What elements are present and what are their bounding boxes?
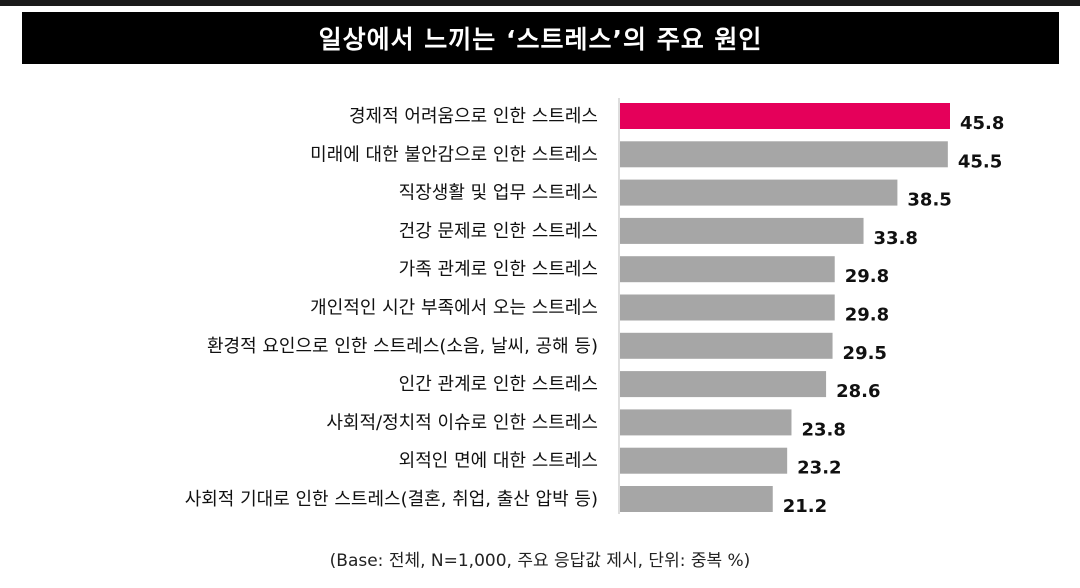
bar (620, 217, 864, 244)
bar (620, 256, 835, 283)
value-label: 45.5 (958, 151, 1002, 172)
bar (620, 103, 950, 129)
bar (620, 179, 898, 206)
category-label: 미래에 대한 불안감으로 인한 스트레스 (310, 144, 598, 165)
value-label: 29.8 (845, 266, 889, 287)
bar (620, 371, 827, 398)
value-label: 29.5 (843, 343, 887, 364)
bar (620, 294, 835, 321)
value-label: 23.2 (797, 458, 841, 479)
value-label: 23.8 (801, 419, 845, 440)
category-label: 인간 관계로 인한 스트레스 (399, 374, 598, 395)
category-label: 개인적인 시간 부족에서 오는 스트레스 (310, 298, 598, 319)
category-label: 사회적 기대로 인한 스트레스(결혼, 취업, 출산 압박 등) (185, 489, 598, 510)
category-label: 외적인 면에 대한 스트레스 (399, 451, 598, 472)
category-label: 건강 문제로 인한 스트레스 (399, 221, 598, 242)
value-label: 33.8 (874, 228, 918, 249)
value-label: 38.5 (907, 190, 951, 211)
category-label: 가족 관계로 인한 스트레스 (399, 259, 598, 280)
footnote: (Base: 전체, N=1,000, 주요 응답값 제시, 단위: 중복 %) (329, 551, 751, 571)
value-label: 28.6 (836, 381, 880, 402)
bar (620, 141, 948, 168)
bar (620, 486, 773, 512)
category-label: 환경적 요인으로 인한 스트레스(소음, 날씨, 공해 등) (207, 336, 598, 357)
top-strip (0, 0, 1080, 6)
value-label: 21.2 (783, 496, 827, 517)
value-label: 29.8 (845, 305, 889, 326)
bar-chart: 경제적 어려움으로 인한 스트레스 45.8 미래에 대한 불안감으로 인한 스트레… (185, 98, 1004, 517)
bar (620, 409, 792, 436)
chart-title: 일상에서 느끼는 ‘스트레스’의 주요 원인 (22, 12, 1059, 64)
category-label: 경제적 어려움으로 인한 스트레스 (349, 106, 598, 127)
category-label: 사회적/정치적 이슈로 인한 스트레스 (326, 412, 598, 433)
category-label: 직장생활 및 업무 스트레스 (399, 183, 598, 204)
bar (620, 332, 833, 359)
value-label: 45.8 (960, 113, 1004, 134)
bar (620, 447, 788, 474)
